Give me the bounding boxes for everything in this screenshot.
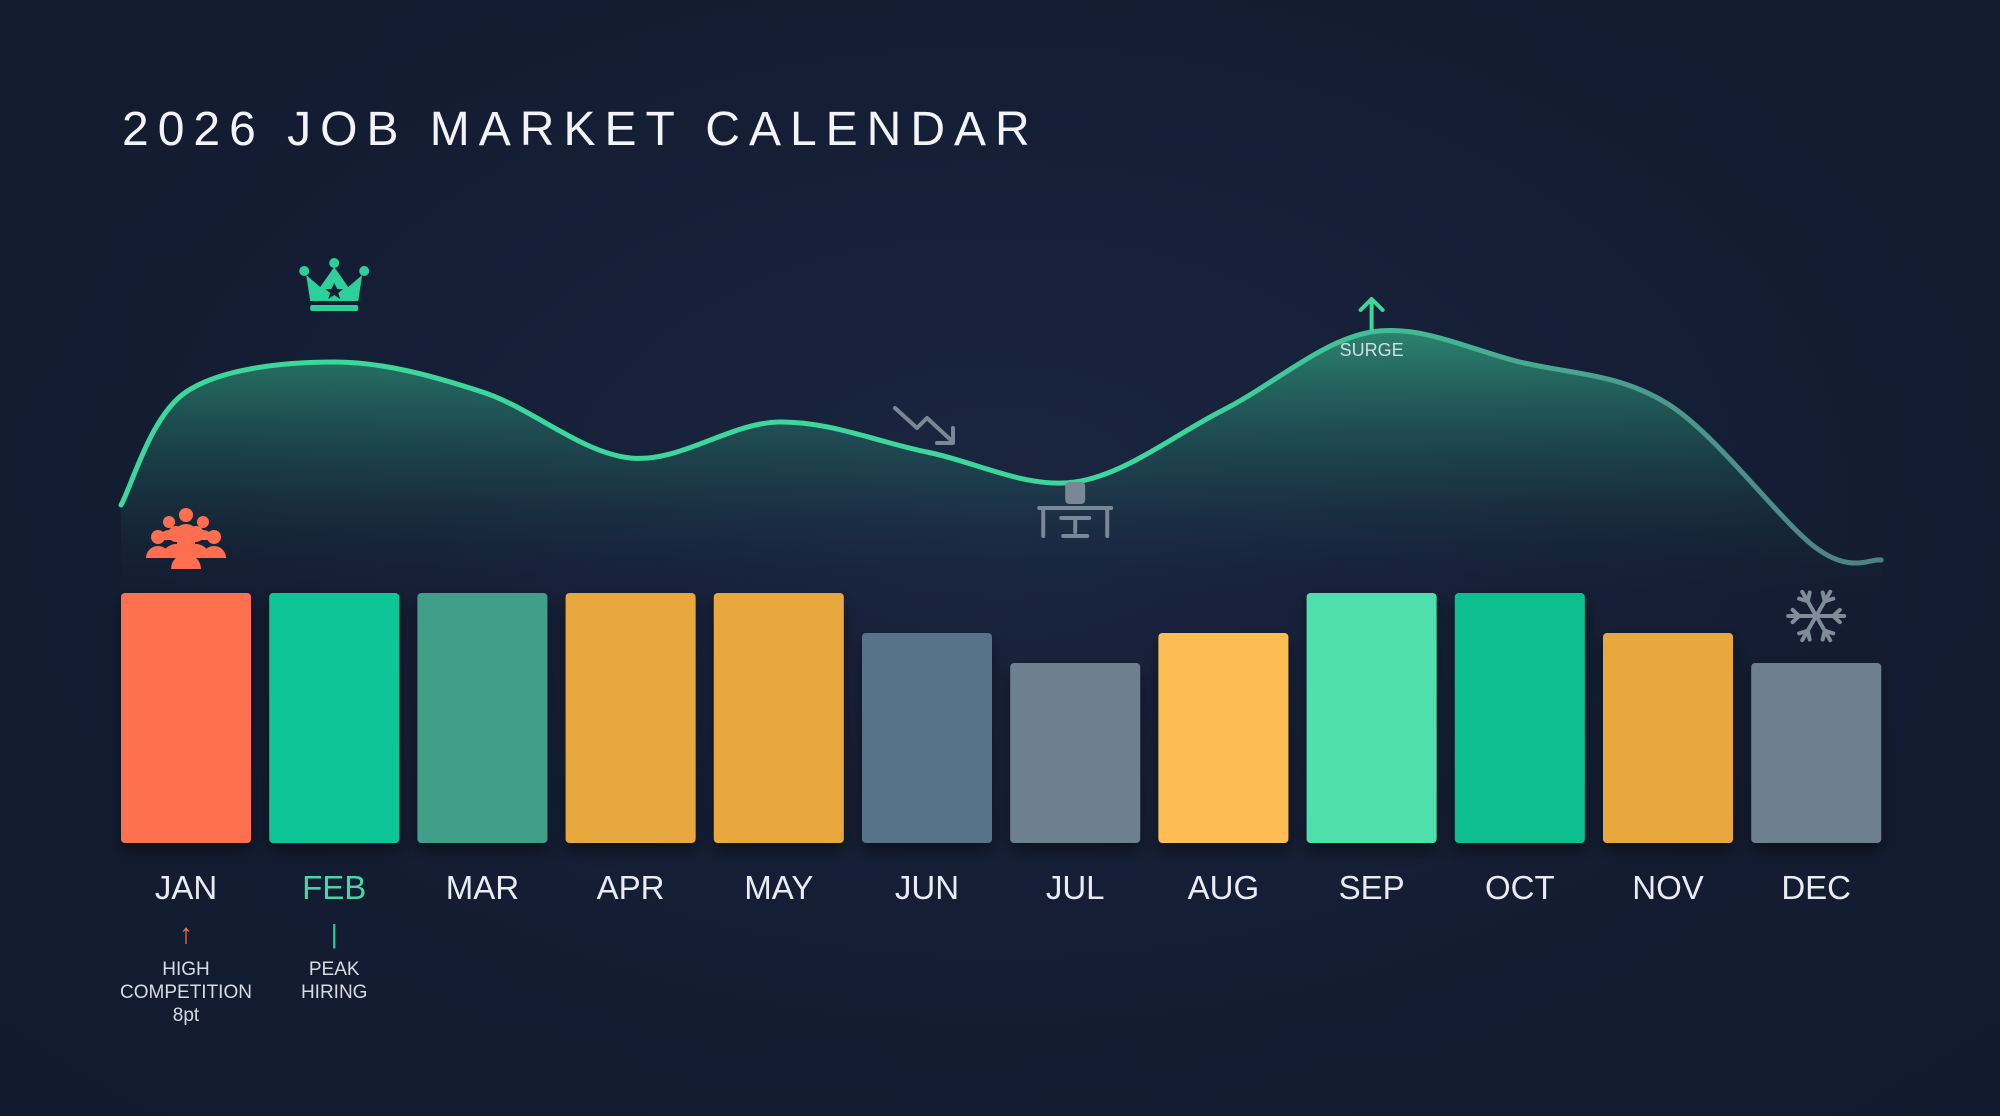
- empty-desk-icon: [1037, 482, 1114, 538]
- crowd-icon: [146, 508, 226, 569]
- trend-down-icon: [893, 406, 955, 445]
- bar-apr: [565, 593, 696, 843]
- sep-note-label: SURGE: [1340, 340, 1404, 360]
- jan-note-line-1: HIGH: [162, 959, 210, 980]
- jan-note-line-2: COMPETITION: [120, 982, 252, 1003]
- feb-note-line-2: HIRING: [301, 982, 368, 1003]
- trend-line: [118, 328, 1884, 566]
- snowflake-icon: [1786, 589, 1847, 643]
- arrow-up-icon: [1358, 297, 1385, 331]
- month-labels: JAN FEB MAR APR MAY JUN JUL AUG SEP OCT NOV DEC: [155, 869, 1851, 906]
- bar-aug: [1158, 633, 1289, 843]
- month-label-jan: JAN: [155, 869, 217, 906]
- bars: [121, 593, 1882, 843]
- bar-feb: [269, 593, 400, 843]
- jan-note-marker: ↑: [179, 918, 193, 949]
- trend-area: [118, 328, 1884, 600]
- month-label-may: MAY: [744, 869, 813, 906]
- month-label-apr: APR: [597, 869, 665, 906]
- bar-nov: [1603, 633, 1733, 843]
- feb-note-marker: |: [331, 919, 338, 949]
- bar-jun: [862, 633, 992, 843]
- month-label-aug: AUG: [1188, 869, 1260, 906]
- bar-jul: [1010, 663, 1141, 843]
- bar-jan: [121, 593, 251, 843]
- bar-oct: [1454, 593, 1585, 843]
- month-label-feb: FEB: [302, 869, 366, 906]
- feb-note-line-1: PEAK: [309, 959, 360, 980]
- bar-sep: [1306, 593, 1437, 843]
- month-label-sep: SEP: [1339, 869, 1405, 906]
- bar-may: [713, 593, 844, 843]
- annotation-icons: [146, 258, 1847, 643]
- month-label-jul: JUL: [1046, 869, 1105, 906]
- jan-note-subtext: 8pt: [173, 1005, 200, 1026]
- month-label-jun: JUN: [895, 869, 959, 906]
- chart-title: 2026 JOB MARKET CALENDAR: [122, 103, 1039, 156]
- bar-mar: [417, 593, 548, 843]
- month-label-oct: OCT: [1485, 869, 1555, 906]
- month-label-dec: DEC: [1781, 869, 1851, 906]
- crown-icon: [299, 258, 370, 311]
- bar-dec: [1751, 663, 1882, 843]
- month-label-mar: MAR: [446, 869, 519, 906]
- month-label-nov: NOV: [1632, 869, 1704, 906]
- trend-area-fill: [121, 330, 1882, 600]
